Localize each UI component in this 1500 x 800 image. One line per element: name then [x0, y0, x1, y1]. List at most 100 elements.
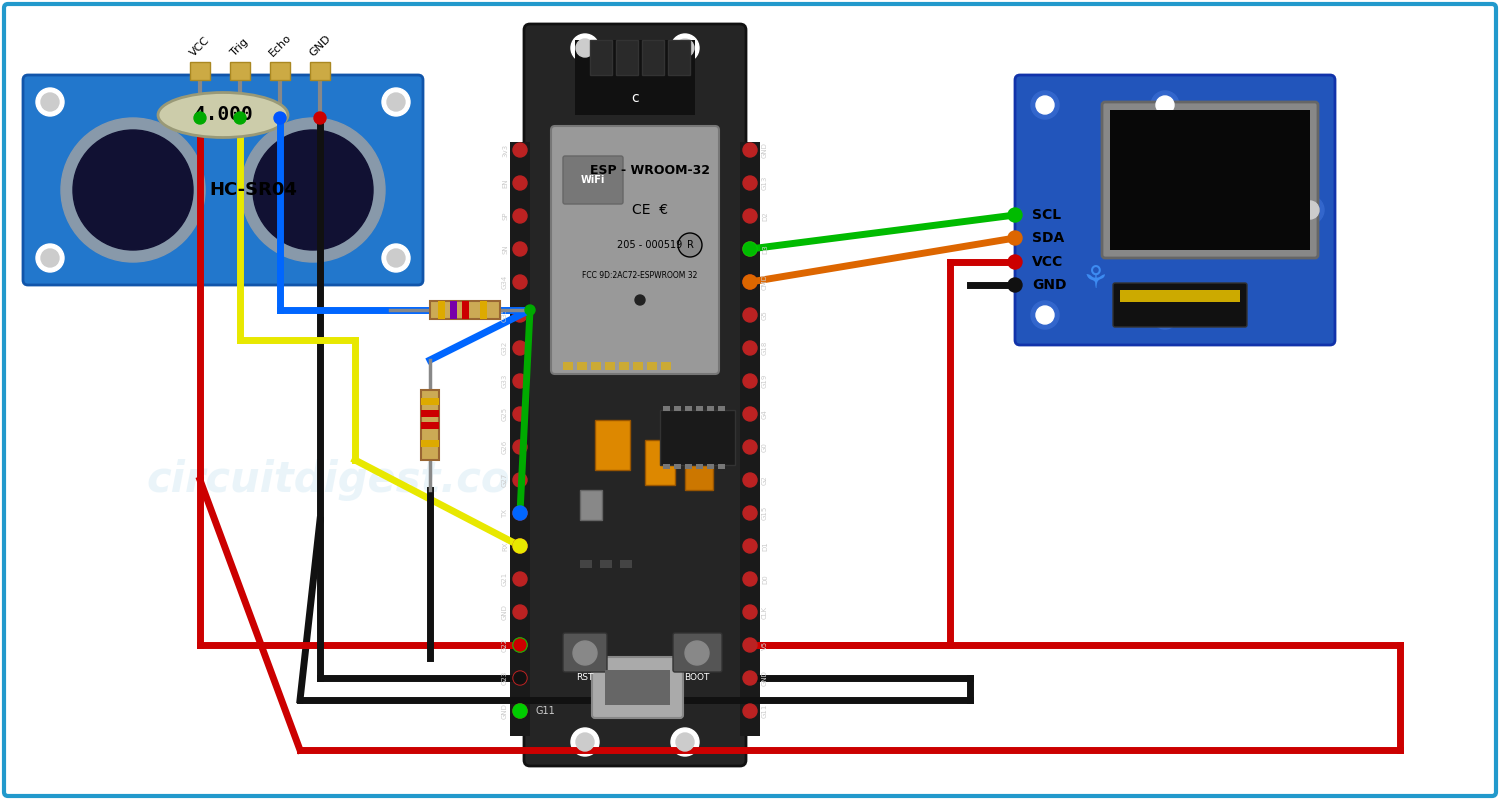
Text: G33: G33 — [503, 374, 509, 388]
Text: BOOT: BOOT — [684, 673, 709, 682]
Circle shape — [513, 539, 526, 553]
Text: HC-SR04: HC-SR04 — [209, 181, 297, 199]
Text: G5: G5 — [762, 310, 768, 320]
FancyBboxPatch shape — [562, 633, 608, 672]
Circle shape — [742, 275, 758, 289]
Bar — [686, 450, 712, 490]
Bar — [646, 362, 657, 370]
Circle shape — [514, 507, 526, 519]
Text: ⚘: ⚘ — [1082, 266, 1108, 294]
Bar — [674, 464, 681, 469]
Circle shape — [513, 374, 526, 388]
Text: G22: G22 — [503, 638, 509, 652]
Text: G35: G35 — [503, 308, 509, 322]
Bar — [616, 40, 638, 75]
Text: GND: GND — [503, 604, 509, 620]
Bar — [740, 142, 760, 736]
Text: 4.000: 4.000 — [194, 106, 252, 125]
Circle shape — [742, 374, 758, 388]
Text: G27: G27 — [503, 473, 509, 487]
FancyBboxPatch shape — [592, 657, 682, 718]
Circle shape — [62, 118, 206, 262]
Bar — [270, 62, 290, 80]
Text: G34: G34 — [503, 275, 509, 289]
Bar — [604, 362, 615, 370]
Text: CLK: CLK — [762, 606, 768, 618]
Bar — [578, 362, 586, 370]
Bar — [662, 362, 670, 370]
Text: G0: G0 — [762, 442, 768, 452]
Text: TX: TX — [503, 509, 509, 518]
Circle shape — [513, 704, 526, 718]
Circle shape — [40, 93, 58, 111]
Circle shape — [572, 728, 598, 756]
Text: D3: D3 — [762, 244, 768, 254]
Text: SP: SP — [503, 212, 509, 220]
Text: ESP - WROOM-32: ESP - WROOM-32 — [590, 163, 710, 177]
Circle shape — [676, 733, 694, 751]
Bar — [620, 560, 632, 568]
Text: Trig: Trig — [230, 37, 251, 58]
Text: G25: G25 — [503, 407, 509, 421]
Text: GND: GND — [762, 142, 768, 158]
Bar — [562, 362, 573, 370]
Bar — [1120, 290, 1240, 302]
Bar — [696, 406, 703, 411]
FancyBboxPatch shape — [550, 126, 718, 374]
Bar — [422, 410, 440, 417]
Circle shape — [1036, 96, 1054, 114]
Circle shape — [573, 641, 597, 665]
Bar — [596, 420, 630, 470]
Circle shape — [1296, 196, 1324, 224]
Circle shape — [387, 93, 405, 111]
Bar — [580, 560, 592, 568]
Circle shape — [513, 638, 526, 652]
Circle shape — [742, 275, 758, 289]
Bar — [633, 362, 644, 370]
Bar — [660, 410, 735, 465]
Circle shape — [1150, 301, 1179, 329]
FancyBboxPatch shape — [4, 4, 1496, 796]
Circle shape — [382, 88, 410, 116]
Text: c: c — [632, 91, 639, 105]
Circle shape — [525, 305, 536, 315]
Circle shape — [1036, 306, 1054, 324]
Circle shape — [742, 242, 758, 256]
Circle shape — [254, 130, 374, 250]
Circle shape — [36, 88, 64, 116]
Text: G21: G21 — [503, 572, 509, 586]
Circle shape — [670, 728, 699, 756]
Text: GND: GND — [1032, 278, 1066, 292]
Bar — [604, 670, 670, 705]
Circle shape — [513, 638, 526, 652]
Circle shape — [742, 308, 758, 322]
Circle shape — [514, 540, 526, 552]
Circle shape — [742, 539, 758, 553]
Bar — [422, 398, 440, 405]
Text: VCC: VCC — [1032, 255, 1064, 269]
Bar — [480, 301, 488, 319]
Circle shape — [742, 605, 758, 619]
Circle shape — [513, 605, 526, 619]
Circle shape — [36, 244, 64, 272]
Circle shape — [1150, 91, 1179, 119]
Bar — [600, 560, 612, 568]
Bar — [663, 464, 670, 469]
Bar — [686, 406, 692, 411]
FancyBboxPatch shape — [1016, 75, 1335, 345]
Circle shape — [314, 112, 326, 124]
Bar — [668, 40, 690, 75]
Bar — [462, 301, 470, 319]
Circle shape — [513, 506, 526, 520]
FancyBboxPatch shape — [562, 156, 622, 204]
Bar — [574, 40, 694, 115]
Bar — [686, 464, 692, 469]
Circle shape — [513, 143, 526, 157]
Circle shape — [1300, 201, 1318, 219]
Text: FCC 9D:2AC72-ESPWROOM 32: FCC 9D:2AC72-ESPWROOM 32 — [582, 270, 698, 279]
Circle shape — [1030, 301, 1059, 329]
Text: VCC: VCC — [189, 34, 211, 58]
Bar — [450, 301, 458, 319]
Circle shape — [742, 572, 758, 586]
Bar — [1110, 110, 1310, 250]
